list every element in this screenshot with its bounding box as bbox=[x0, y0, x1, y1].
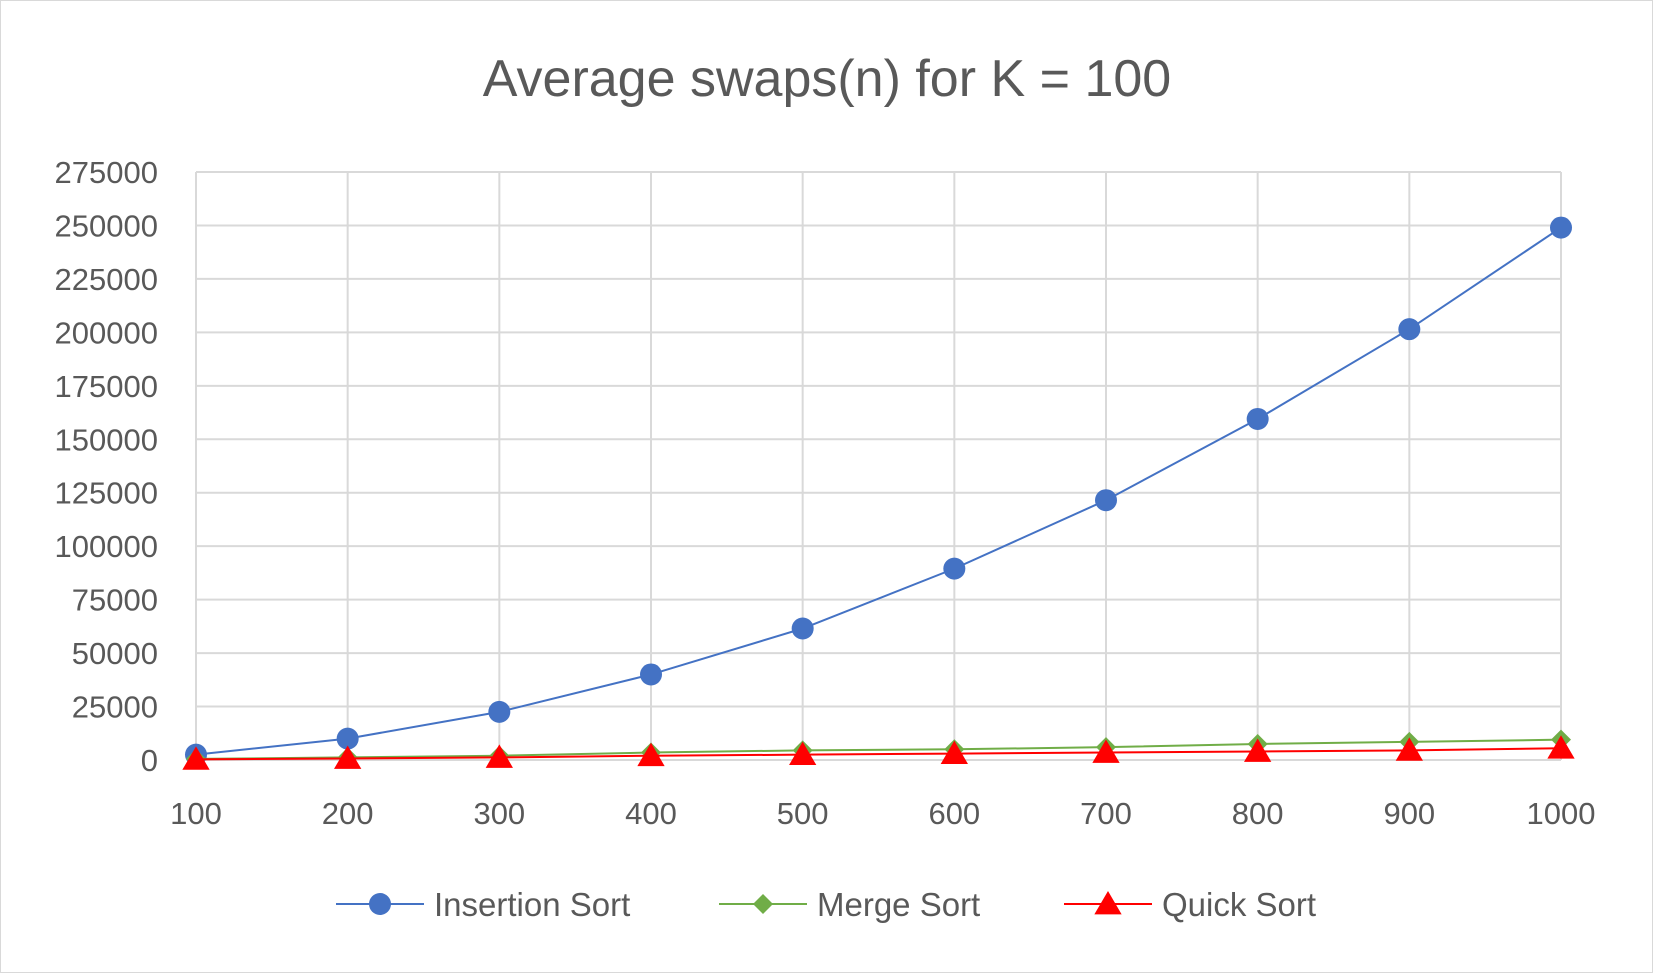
data-point-quick-sort bbox=[1547, 735, 1575, 759]
x-tick-label: 1000 bbox=[1527, 796, 1596, 831]
data-point-insertion-sort bbox=[1398, 318, 1421, 341]
data-point-quick-sort bbox=[485, 744, 513, 768]
x-tick-label: 900 bbox=[1383, 796, 1435, 831]
x-axis-tick-labels: 100 200 300 400 500 600 700 800 900 1000 bbox=[170, 796, 1595, 831]
series-merge-sort bbox=[186, 729, 1571, 769]
x-tick-label: 100 bbox=[170, 796, 222, 831]
data-point-quick-sort bbox=[334, 745, 362, 769]
y-tick-label: 150000 bbox=[55, 422, 158, 457]
data-point-quick-sort bbox=[637, 742, 665, 767]
legend: Insertion Sort Merge Sort Quick Sort bbox=[336, 886, 1316, 923]
grid bbox=[195, 171, 1562, 761]
data-point-insertion-sort bbox=[640, 663, 662, 686]
data-point-insertion-sort bbox=[791, 617, 814, 640]
legend-label-merge-sort: Merge Sort bbox=[817, 886, 980, 923]
data-point-insertion-sort bbox=[1246, 407, 1269, 430]
y-tick-label: 75000 bbox=[72, 583, 158, 618]
data-point-insertion-sort bbox=[336, 727, 359, 750]
y-tick-label: 200000 bbox=[55, 315, 158, 350]
legend-marker-merge-sort bbox=[753, 894, 773, 914]
legend-label-quick-sort: Quick Sort bbox=[1162, 886, 1316, 923]
x-tick-label: 400 bbox=[625, 796, 677, 831]
legend-label-insertion-sort: Insertion Sort bbox=[434, 886, 630, 923]
data-point-quick-sort bbox=[182, 746, 210, 770]
legend-item-insertion-sort: Insertion Sort bbox=[336, 886, 630, 923]
legend-marker-insertion-sort bbox=[369, 893, 391, 915]
series-line-insertion-sort bbox=[195, 226, 1562, 756]
data-point-insertion-sort bbox=[943, 557, 966, 580]
y-tick-label: 175000 bbox=[55, 369, 158, 404]
y-tick-label: 250000 bbox=[55, 208, 158, 243]
x-tick-label: 700 bbox=[1080, 796, 1132, 831]
data-point-quick-sort bbox=[940, 740, 968, 764]
y-tick-label: 0 bbox=[141, 743, 158, 778]
data-point-quick-sort bbox=[1395, 737, 1423, 761]
data-point-insertion-sort bbox=[488, 700, 511, 723]
y-tick-label: 275000 bbox=[55, 155, 158, 190]
y-tick-label: 225000 bbox=[55, 262, 158, 297]
y-tick-label: 25000 bbox=[72, 690, 158, 725]
y-tick-label: 100000 bbox=[55, 529, 158, 564]
x-tick-label: 200 bbox=[322, 796, 374, 831]
x-tick-label: 800 bbox=[1232, 796, 1284, 831]
x-tick-label: 300 bbox=[473, 796, 525, 831]
legend-item-quick-sort: Quick Sort bbox=[1064, 886, 1316, 923]
data-point-quick-sort bbox=[1244, 738, 1272, 762]
y-tick-label: 125000 bbox=[55, 476, 158, 511]
series-quick-sort bbox=[182, 735, 1575, 770]
y-tick-label: 50000 bbox=[72, 636, 158, 671]
x-tick-label: 600 bbox=[928, 796, 980, 831]
x-tick-label: 500 bbox=[777, 796, 829, 831]
legend-item-merge-sort: Merge Sort bbox=[719, 886, 980, 923]
data-point-quick-sort bbox=[1092, 739, 1120, 763]
series-line-quick-sort bbox=[195, 747, 1562, 761]
data-point-quick-sort bbox=[789, 741, 817, 766]
data-point-insertion-sort bbox=[1550, 216, 1572, 239]
legend-marker-quick-sort bbox=[1094, 891, 1122, 915]
data-point-insertion-sort bbox=[1095, 489, 1117, 512]
series-layer bbox=[182, 216, 1575, 770]
y-axis-tick-labels: 0 25000 50000 75000 100000 125000 150000 175000… bbox=[55, 155, 158, 778]
series-insertion-sort bbox=[185, 216, 1572, 766]
chart-title: Average swaps(n) for K = 100 bbox=[483, 50, 1171, 108]
series-line-merge-sort bbox=[195, 738, 1562, 760]
